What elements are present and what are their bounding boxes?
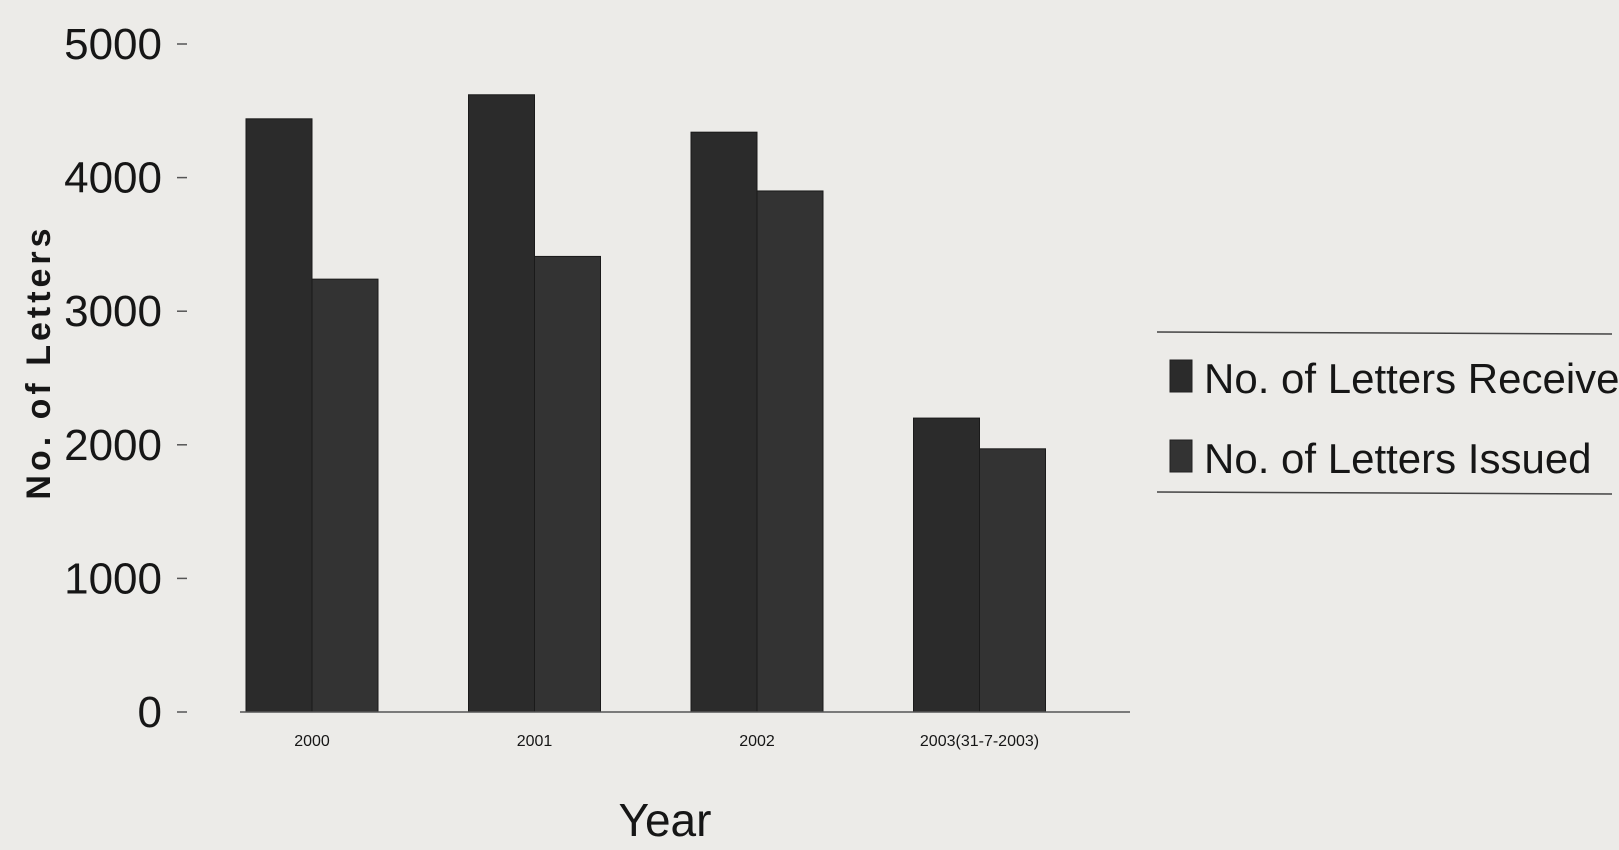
- bars: [245, 94, 1046, 713]
- y-tick-label: 5000: [64, 20, 162, 69]
- bar-issued: [534, 255, 601, 713]
- legend-swatch-received: [1169, 359, 1193, 393]
- y-tick-label: 0: [138, 688, 162, 737]
- legend-swatch-issued: [1169, 439, 1193, 473]
- y-tick-label: 4000: [64, 154, 162, 203]
- y-axis-ticks: 0 1000 2000 3000 4000 5000: [64, 20, 187, 737]
- legend: No. of Letters Received No. of Letters I…: [1156, 331, 1619, 495]
- bar-issued: [756, 190, 824, 713]
- y-tick-label: 2000: [64, 421, 162, 470]
- bar-received: [468, 94, 535, 713]
- legend-top-rule: [1156, 331, 1613, 335]
- x-axis-tick-labels: 2000 2001 2002 2003(31-7-2003): [294, 733, 1039, 750]
- bar-issued: [979, 448, 1046, 713]
- bar-received: [913, 417, 980, 713]
- y-tick-label: 1000: [64, 554, 162, 603]
- bar-issued: [311, 278, 379, 713]
- x-tick-label: 2000: [294, 733, 330, 750]
- bar-received: [690, 131, 758, 713]
- bar-received: [245, 118, 313, 713]
- x-axis-title: Year: [619, 794, 712, 846]
- x-tick-label: 2002: [739, 733, 775, 750]
- x-tick-label: 2003(31-7-2003): [920, 733, 1039, 750]
- y-axis-title: No. of Letters: [20, 224, 58, 499]
- y-tick-label: 3000: [64, 287, 162, 336]
- x-tick-label: 2001: [517, 733, 553, 750]
- legend-label-received: No. of Letters Received: [1204, 355, 1619, 402]
- legend-bottom-rule: [1156, 491, 1613, 495]
- legend-label-issued: No. of Letters Issued: [1204, 435, 1592, 482]
